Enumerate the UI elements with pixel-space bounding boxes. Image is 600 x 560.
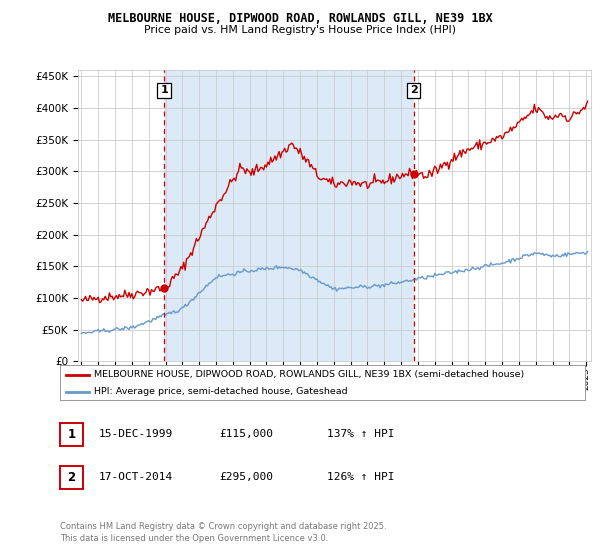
- Text: 1: 1: [160, 85, 168, 95]
- Text: Contains HM Land Registry data © Crown copyright and database right 2025.
This d: Contains HM Land Registry data © Crown c…: [60, 522, 386, 543]
- Text: MELBOURNE HOUSE, DIPWOOD ROAD, ROWLANDS GILL, NE39 1BX (semi-detached house): MELBOURNE HOUSE, DIPWOOD ROAD, ROWLANDS …: [94, 370, 524, 379]
- Text: 17-OCT-2014: 17-OCT-2014: [99, 472, 173, 482]
- Text: 2: 2: [410, 85, 418, 95]
- Text: 1: 1: [67, 428, 76, 441]
- Bar: [164, 70, 414, 361]
- Text: 2: 2: [67, 471, 76, 484]
- Text: 15-DEC-1999: 15-DEC-1999: [99, 429, 173, 439]
- Text: 137% ↑ HPI: 137% ↑ HPI: [327, 429, 395, 439]
- Text: MELBOURNE HOUSE, DIPWOOD ROAD, ROWLANDS GILL, NE39 1BX: MELBOURNE HOUSE, DIPWOOD ROAD, ROWLANDS …: [107, 12, 493, 25]
- Text: £115,000: £115,000: [219, 429, 273, 439]
- Text: HPI: Average price, semi-detached house, Gateshead: HPI: Average price, semi-detached house,…: [94, 387, 348, 396]
- Text: £295,000: £295,000: [219, 472, 273, 482]
- Text: Price paid vs. HM Land Registry's House Price Index (HPI): Price paid vs. HM Land Registry's House …: [144, 25, 456, 35]
- Text: 126% ↑ HPI: 126% ↑ HPI: [327, 472, 395, 482]
